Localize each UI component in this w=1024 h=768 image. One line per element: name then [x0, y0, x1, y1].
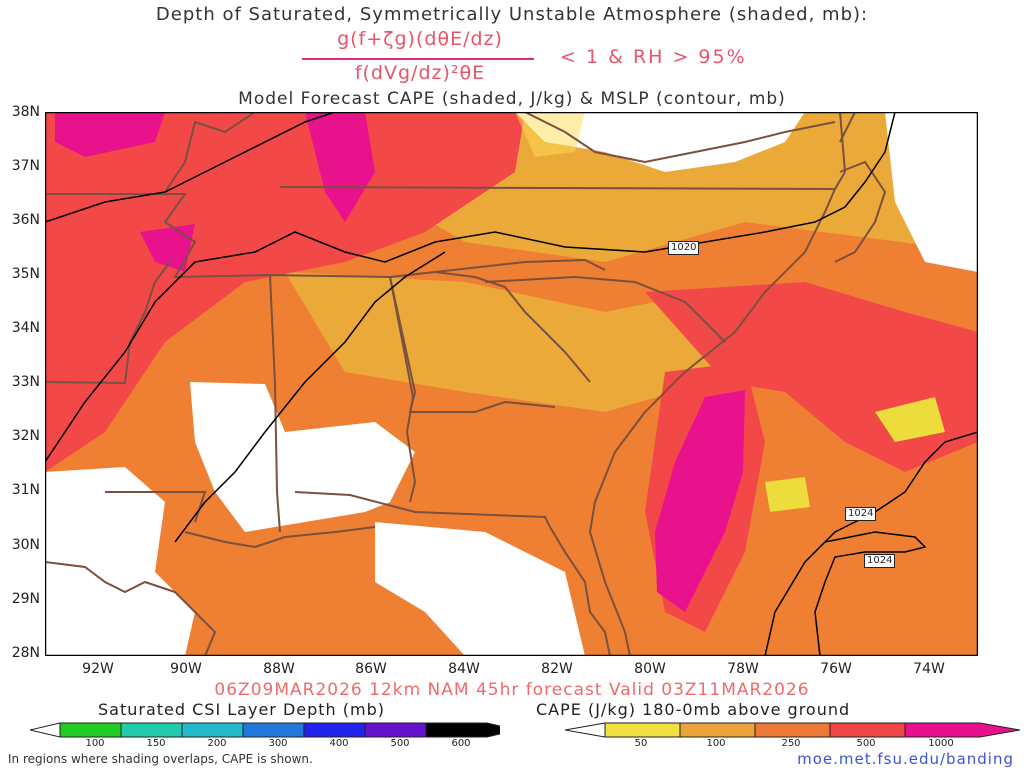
colorbar-segment [754, 722, 831, 738]
lat-label-35N: 35N [11, 266, 40, 282]
colorbar-segment [59, 722, 122, 738]
cape-red-northwest [45, 112, 525, 472]
csi-tick-600: 600 [451, 738, 471, 749]
lon-label-90W: 90W [170, 661, 202, 677]
csi-tick-150: 150 [146, 738, 166, 749]
run-info: 06Z09MAR2026 12km NAM 45hr forecast Vali… [214, 680, 810, 700]
no-cape-west-gulf [45, 467, 195, 656]
cape-tick-1000: 1000 [928, 738, 954, 749]
lat-label-29N: 29N [11, 591, 40, 607]
csi-tick-400: 400 [329, 738, 349, 749]
source-url[interactable]: moe.met.fsu.edu/banding [797, 750, 1014, 768]
lon-label-80W: 80W [634, 661, 666, 677]
colorbar-high-segment [904, 722, 1020, 738]
csi-tick-200: 200 [207, 738, 227, 749]
colorbar-segment [120, 722, 183, 738]
lat-label-38N: 38N [11, 104, 40, 120]
lat-label-36N: 36N [11, 212, 40, 228]
colorbar-segment [604, 722, 681, 738]
colorbar-high-segment [425, 722, 500, 738]
lon-label-76W: 76W [820, 661, 852, 677]
overlap-footnote: In regions where shading overlaps, CAPE … [8, 752, 313, 766]
colorbar-segment [364, 722, 427, 738]
csi-tick-500: 500 [390, 738, 410, 749]
no-cape-central-gulf [190, 382, 415, 532]
no-cape-east-gulf [375, 522, 585, 656]
cape-light-region [285, 272, 745, 412]
forecast-map [45, 112, 978, 656]
lat-label-32N: 32N [11, 428, 40, 444]
instability-formula: g(f+ζg)(dθE/dz) f(dVg/dz)²θE [300, 28, 540, 88]
colorbar-low-arrow [30, 722, 61, 738]
cape-yellow-spot-3 [875, 397, 945, 442]
no-cape-northeast [885, 112, 978, 272]
lat-label-28N: 28N [11, 645, 40, 661]
lon-label-88W: 88W [263, 661, 295, 677]
cape-magenta-nw [55, 112, 165, 157]
colorbar-segment [242, 722, 305, 738]
cape-yellow-spot-2 [765, 477, 810, 512]
cape-tick-50: 50 [634, 738, 648, 749]
cape-tick-500: 500 [856, 738, 876, 749]
colorbar-low-arrow [565, 722, 606, 738]
cape-legend-label: CAPE (J/kg) 180-0mb above ground [536, 700, 851, 719]
state-borders [45, 112, 887, 656]
title-line-3: Model Forecast CAPE (shaded, J/kg) & MSL… [238, 89, 786, 109]
lon-label-82W: 82W [541, 661, 573, 677]
lon-label-74W: 74W [913, 661, 945, 677]
lon-label-92W: 92W [82, 661, 114, 677]
cape-tick-250: 250 [781, 738, 801, 749]
contour-label-1024-b: 1024 [864, 554, 896, 568]
csi-colorbar [30, 722, 500, 738]
map-frame [45, 112, 978, 656]
colorbar-segment [303, 722, 366, 738]
cape-tick-100: 100 [706, 738, 726, 749]
lat-label-30N: 30N [11, 537, 40, 553]
cape-yellow-fringe [515, 112, 585, 157]
lat-label-33N: 33N [11, 374, 40, 390]
lat-label-31N: 31N [11, 482, 40, 498]
contour-label-1024-a: 1024 [845, 507, 877, 521]
csi-tick-100: 100 [85, 738, 105, 749]
csi-tick-300: 300 [268, 738, 288, 749]
formula-denominator: f(dVg/dz)²θE [354, 62, 486, 84]
contour-label-1020: 1020 [668, 241, 700, 255]
colorbar-segment [829, 722, 906, 738]
cape-magenta-west [140, 224, 195, 272]
colorbar-segment [181, 722, 244, 738]
lon-label-86W: 86W [355, 661, 387, 677]
lat-label-34N: 34N [11, 320, 40, 336]
cape-magenta-north [305, 112, 375, 222]
formula-condition: < 1 & RH > 95% [560, 46, 747, 68]
formula-numerator: g(f+ζg)(dθE/dz) [337, 28, 503, 50]
colorbar-segment [679, 722, 756, 738]
lat-label-37N: 37N [11, 158, 40, 174]
title-line-1: Depth of Saturated, Symmetrically Unstab… [155, 4, 869, 25]
formula-fraction-bar [302, 58, 534, 60]
no-cape-mid-atlantic [515, 112, 805, 172]
cape-magenta-core [655, 390, 745, 612]
lon-label-84W: 84W [448, 661, 480, 677]
csi-legend-label: Saturated CSI Layer Depth (mb) [98, 700, 385, 719]
lon-label-78W: 78W [727, 661, 759, 677]
cape-colorbar [565, 722, 1020, 738]
